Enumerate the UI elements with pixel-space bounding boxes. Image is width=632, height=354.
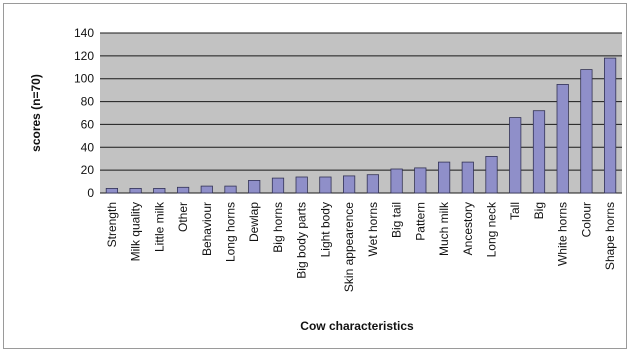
- bar: [105, 187, 118, 194]
- bar: [509, 117, 522, 194]
- x-tick-label: Pattern: [413, 202, 427, 241]
- bar: [556, 84, 569, 194]
- x-tick-label: Ancestory: [461, 202, 475, 255]
- bar: [295, 176, 308, 194]
- y-tick-label: 20: [81, 163, 95, 177]
- bar: [366, 174, 380, 194]
- x-tick-label: Dewlap: [247, 202, 261, 242]
- bar: [414, 167, 427, 194]
- y-axis-label: scores (n=70): [29, 74, 43, 152]
- x-tick-label: Colour: [579, 202, 593, 237]
- y-tick-label: 40: [81, 140, 95, 154]
- x-tick-label: Big body parts: [295, 202, 309, 279]
- y-tick-label: 0: [87, 186, 94, 200]
- x-axis-label: Cow characteristics: [300, 319, 414, 333]
- x-tick-label: Light body: [318, 202, 332, 257]
- bar: [176, 186, 190, 194]
- bar: [390, 168, 403, 194]
- x-tick-labels: Strength Milk quality Little milk Other Beha…: [105, 201, 617, 292]
- bar: [342, 175, 356, 194]
- bar: [580, 69, 593, 194]
- x-tick-label: Strength: [105, 202, 119, 247]
- bar: [153, 187, 166, 194]
- bar: [224, 185, 237, 194]
- y-tick-label: 80: [81, 95, 95, 109]
- y-tick-label: 120: [74, 49, 94, 63]
- x-tick-label: White horns: [556, 202, 570, 266]
- bar: [461, 161, 474, 194]
- bar: [200, 185, 213, 194]
- bar: [319, 176, 332, 194]
- bar: [485, 155, 498, 194]
- y-tick-label: 60: [81, 117, 95, 131]
- x-tick-label: Long horns: [224, 202, 238, 262]
- x-tick-label: Tall: [508, 202, 522, 220]
- y-tick-label: 100: [74, 72, 94, 86]
- bar: [532, 110, 546, 194]
- x-tick-label: Little milk: [152, 201, 166, 252]
- x-tick-label: Shape horns: [603, 202, 617, 270]
- x-tick-label: Big horns: [271, 202, 285, 253]
- x-tick-label: Wet horns: [366, 202, 380, 256]
- y-tick-label: 140: [74, 26, 94, 40]
- x-tick-label: Much milk: [437, 201, 451, 256]
- x-tick-label: Skin appearence: [342, 202, 356, 292]
- bar: [248, 179, 261, 194]
- x-tick-label: Big tail: [390, 202, 404, 238]
- x-tick-label: Behaviour: [200, 202, 214, 256]
- x-tick-label: Milk quality: [129, 202, 143, 261]
- x-tick-label: Long neck: [485, 201, 499, 257]
- bar: [271, 177, 285, 194]
- bar: [437, 161, 451, 194]
- bars: [105, 57, 617, 194]
- y-tick-labels: 0 20 40 60 80 100 120 140: [74, 26, 94, 200]
- x-tick-label: Other: [176, 202, 190, 232]
- bar: [129, 187, 142, 194]
- bar: [604, 57, 617, 194]
- x-tick-label: Big: [532, 202, 546, 219]
